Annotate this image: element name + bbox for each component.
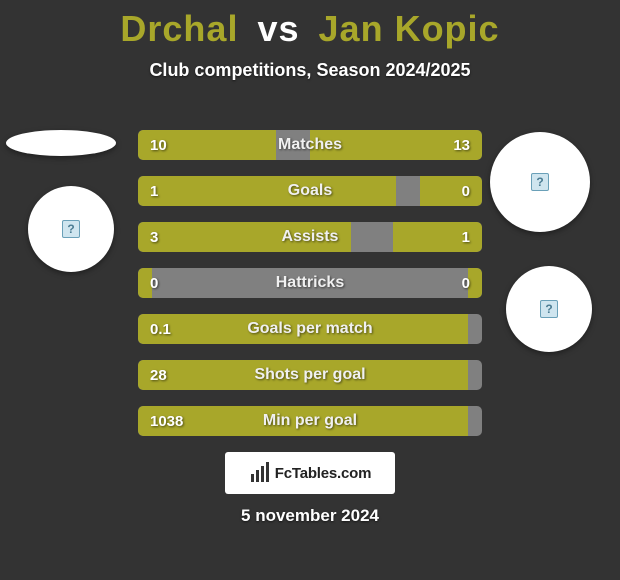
fctables-logo: FcTables.com [225, 452, 395, 494]
stat-label: Min per goal [138, 406, 482, 436]
comparison-title: Drchal vs Jan Kopic [0, 8, 620, 50]
stat-value-right: 0 [462, 268, 470, 298]
stat-value-right: 1 [462, 222, 470, 252]
stat-row: 0Hattricks0 [138, 268, 482, 298]
player2-name: Jan Kopic [319, 8, 500, 49]
stat-row: 3Assists1 [138, 222, 482, 252]
stat-label: Assists [138, 222, 482, 252]
stat-row: 28Shots per goal [138, 360, 482, 390]
fctables-text: FcTables.com [275, 465, 372, 482]
placeholder-icon: ? [62, 220, 80, 238]
stat-value-right: 13 [453, 130, 470, 160]
stat-label: Hattricks [138, 268, 482, 298]
stat-label: Goals per match [138, 314, 482, 344]
player2-photo-placeholder: ? [490, 132, 590, 232]
stat-label: Goals [138, 176, 482, 206]
stat-row: 10Matches13 [138, 130, 482, 160]
stat-value-right: 0 [462, 176, 470, 206]
stat-row: 1038Min per goal [138, 406, 482, 436]
placeholder-icon: ? [540, 300, 558, 318]
stat-label: Shots per goal [138, 360, 482, 390]
placeholder-icon: ? [531, 173, 549, 191]
player2-club-badge: ? [506, 266, 592, 352]
player1-name: Drchal [120, 8, 238, 49]
stat-row: 0.1Goals per match [138, 314, 482, 344]
player1-club-badge: ? [28, 186, 114, 272]
subtitle: Club competitions, Season 2024/2025 [0, 60, 620, 81]
bars-icon [249, 462, 271, 484]
stat-label: Matches [138, 130, 482, 160]
stat-row: 1Goals0 [138, 176, 482, 206]
date-text: 5 november 2024 [0, 506, 620, 526]
stats-container: 10Matches131Goals03Assists10Hattricks00.… [138, 130, 482, 452]
player1-photo-placeholder [6, 130, 116, 156]
vs-text: vs [257, 8, 299, 49]
